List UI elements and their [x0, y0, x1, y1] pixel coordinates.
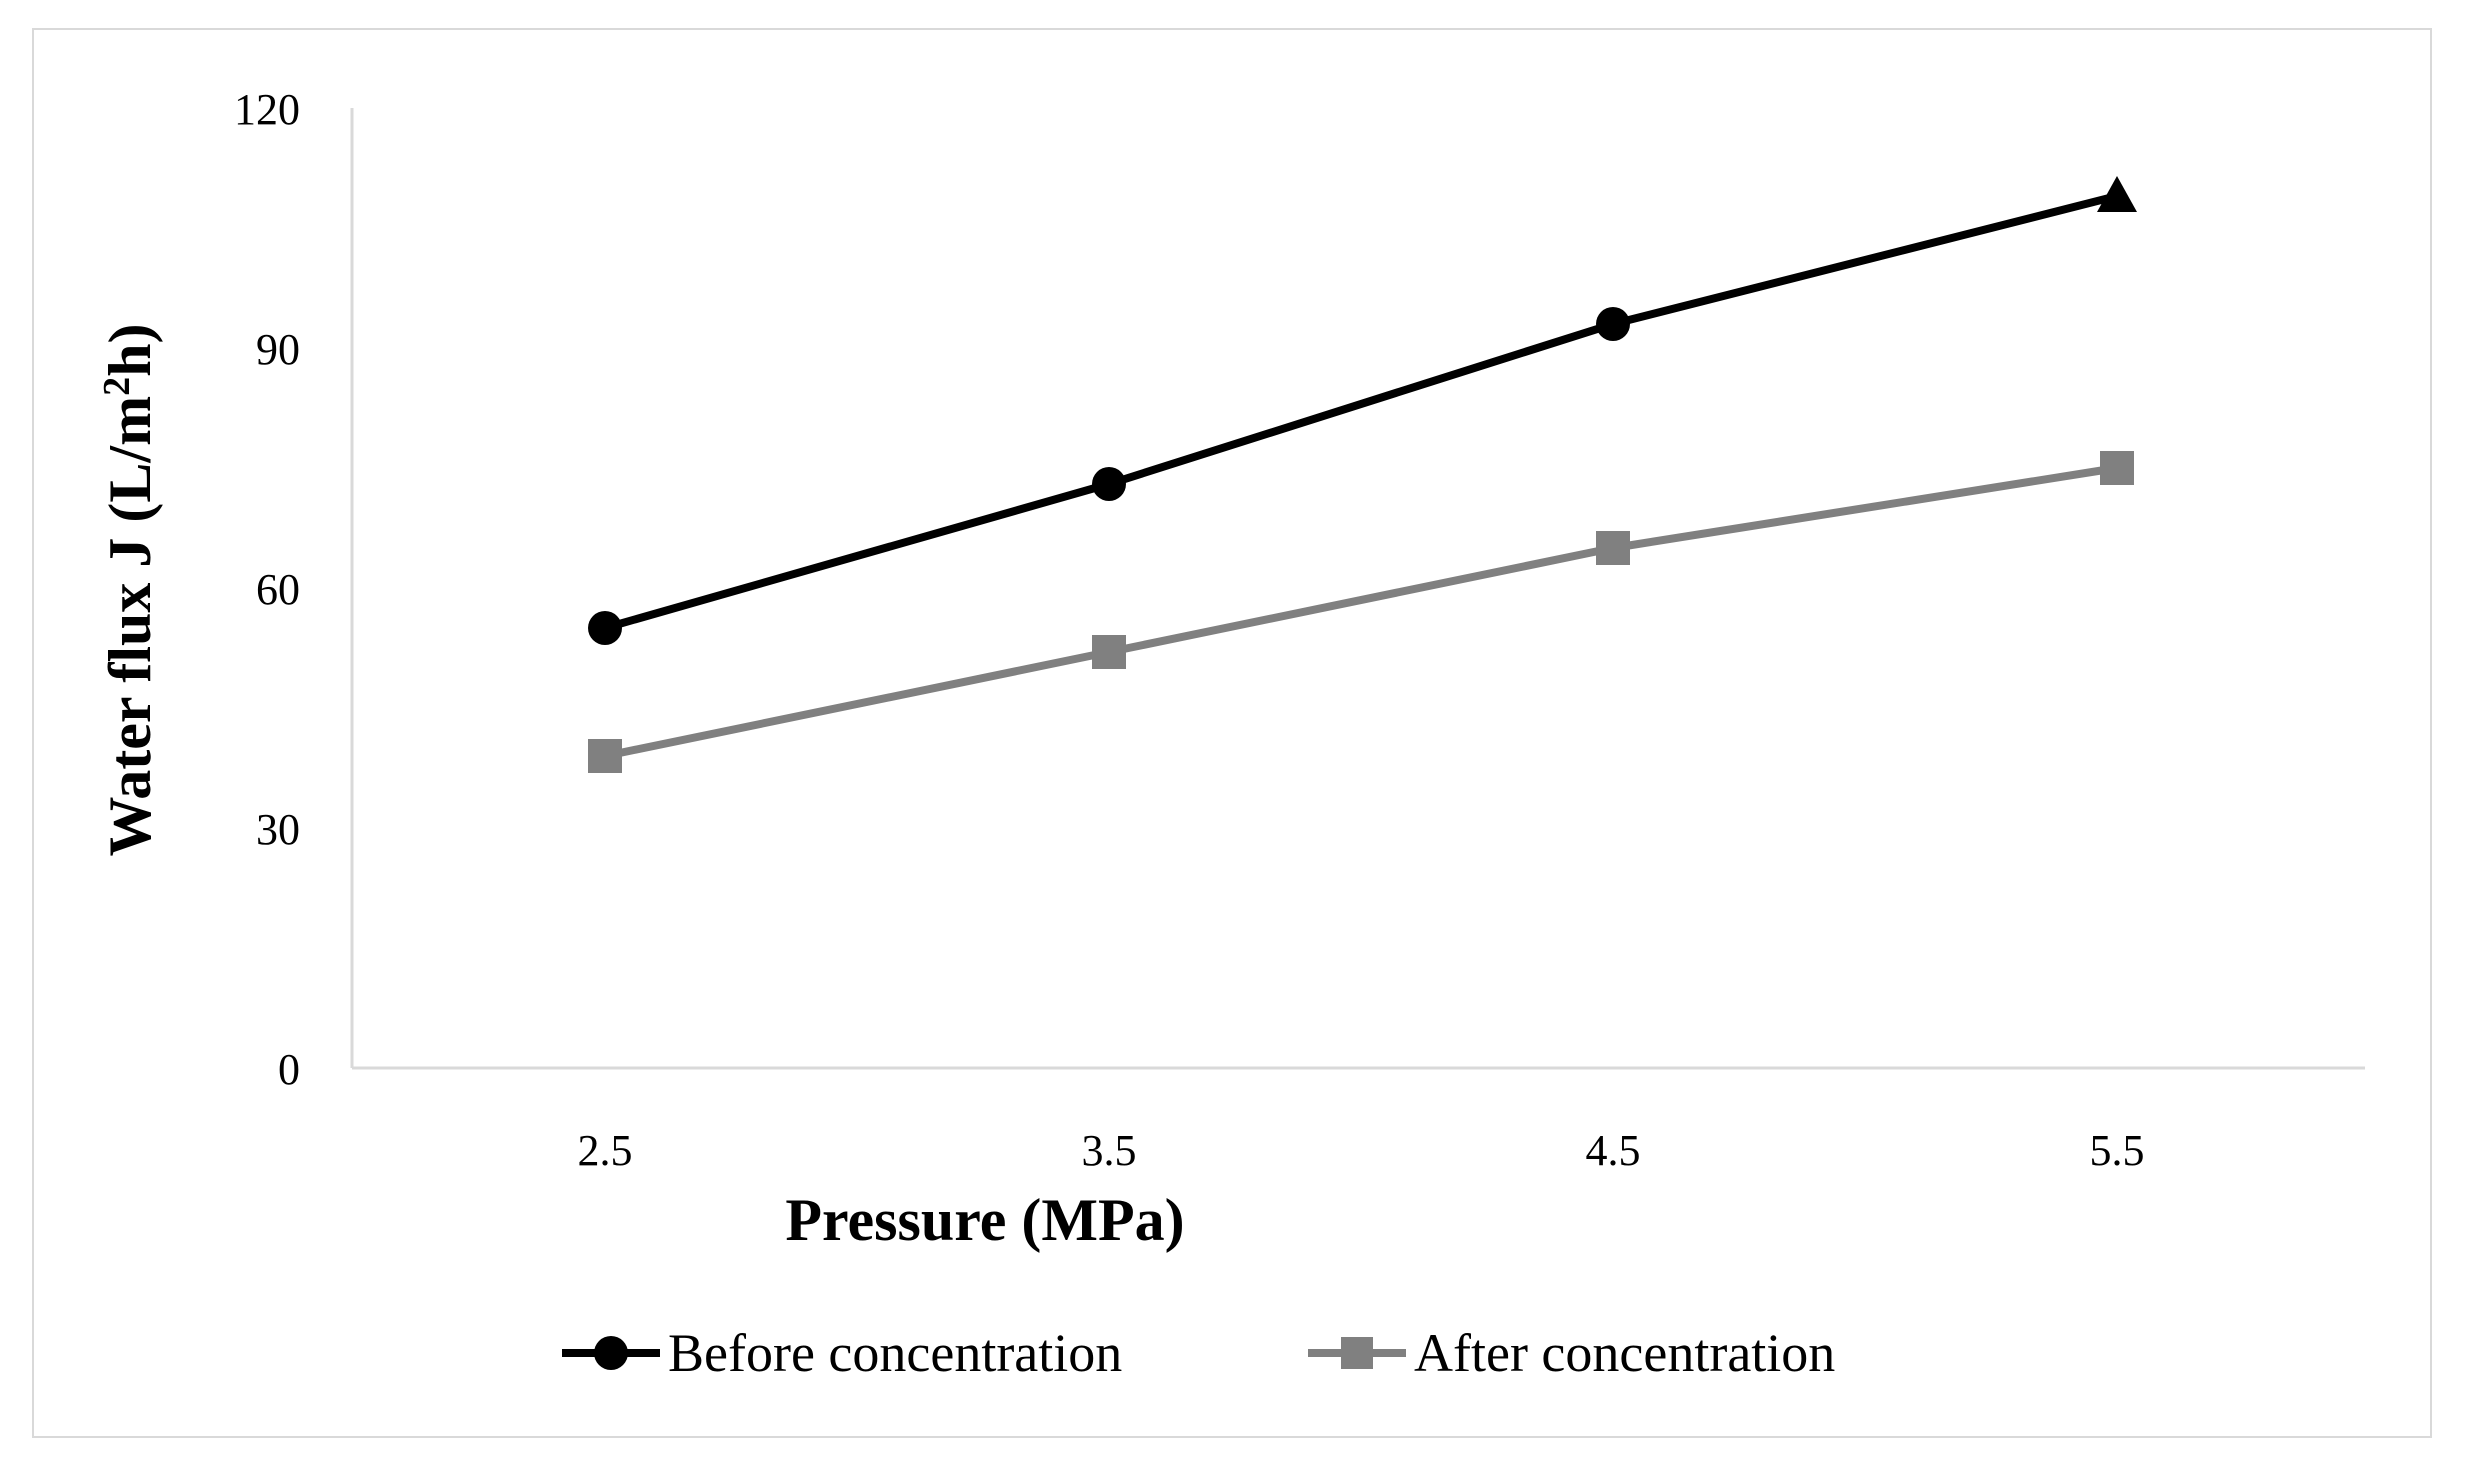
data-point-2-3[interactable] — [1596, 531, 1630, 565]
data-point-1-3[interactable] — [1596, 307, 1630, 341]
data-point-1-1[interactable] — [588, 611, 622, 645]
series-line-1 — [603, 192, 2118, 632]
series-line-2 — [604, 464, 2118, 760]
legend-label-before[interactable]: Before concentration — [668, 1323, 1122, 1383]
x-tick-label: 5.5 — [2090, 1126, 2145, 1175]
y-axis-title: Water flux J (L/m2h) — [96, 324, 163, 857]
legend-marker-after — [1341, 1337, 1373, 1369]
y-tick-label: 60 — [256, 565, 300, 614]
legend-marker-before — [594, 1336, 628, 1370]
y-axis-title-main: Water flux J (L/m — [97, 396, 163, 857]
data-point-1-2[interactable] — [1092, 467, 1126, 501]
y-tick-label: 0 — [278, 1045, 300, 1094]
x-tick-label: 2.5 — [578, 1126, 633, 1175]
x-axis-title: Pressure (MPa) — [785, 1187, 1184, 1253]
data-point-2-4[interactable] — [2100, 451, 2134, 485]
series-layer — [588, 176, 2137, 773]
chart-frame — [32, 28, 2432, 1438]
data-point-2-2[interactable] — [1092, 635, 1126, 669]
x-tick-label: 4.5 — [1586, 1126, 1641, 1175]
data-point-2-1[interactable] — [588, 739, 622, 773]
legend: Before concentration After concentration — [562, 1323, 1835, 1383]
legend-label-after[interactable]: After concentration — [1414, 1323, 1835, 1383]
y-axis-title-superscript: 2 — [96, 377, 138, 396]
y-tick-label: 90 — [256, 325, 300, 374]
y-tick-label: 30 — [256, 805, 300, 854]
data-point-1-4[interactable] — [2097, 176, 2137, 212]
x-tick-label: 3.5 — [1082, 1126, 1137, 1175]
y-tick-label: 120 — [234, 85, 300, 134]
y-axis-title-end: h) — [97, 324, 163, 377]
